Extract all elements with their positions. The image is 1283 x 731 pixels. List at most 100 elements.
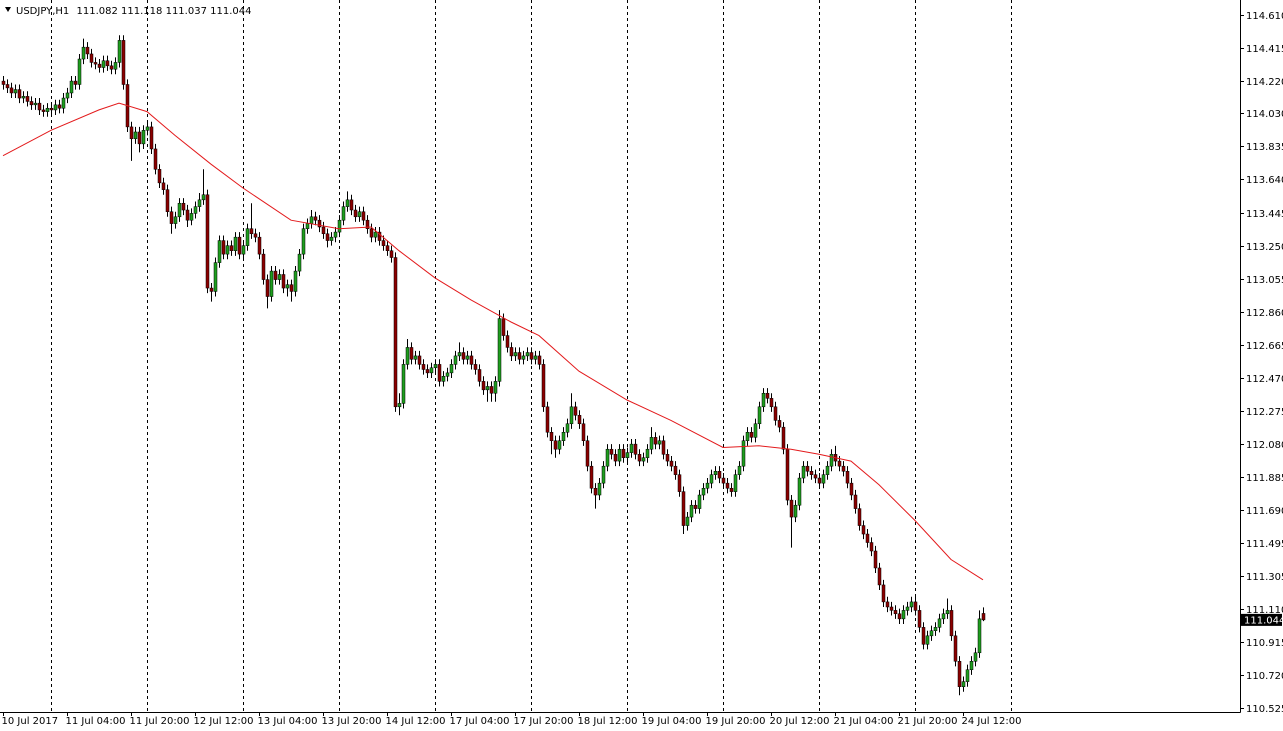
candle-body-up [309, 216, 314, 224]
candle-body-down [389, 250, 394, 258]
candle-body-up [333, 231, 338, 238]
candle-body-up [597, 482, 602, 496]
candle-body-down [41, 109, 46, 112]
candle-body-down [913, 601, 918, 611]
candle-body-down [869, 542, 874, 552]
candle-body-up [69, 80, 74, 94]
candle-body-down [29, 101, 34, 106]
candle-body-up [801, 465, 806, 479]
candle-body-down [953, 635, 958, 662]
candle-body-up [909, 601, 914, 608]
candle-body-down [725, 482, 730, 489]
candle-body-down [873, 550, 878, 569]
y-tick-label: 111.690 [1246, 506, 1283, 517]
candle-body-up [401, 364, 406, 404]
candle-body-down [505, 335, 510, 348]
candle-body-up [217, 240, 222, 263]
candle-body-down [813, 474, 818, 479]
candle-body-down [917, 610, 922, 628]
menu-arrow[interactable] [5, 7, 11, 12]
candle-body-down [477, 369, 482, 382]
candle-body-up [65, 92, 70, 99]
x-tick-label: 13 Jul 04:00 [258, 716, 318, 727]
candle-body-up [901, 610, 906, 620]
candle-body-up [397, 403, 402, 408]
candle-body-down [669, 460, 674, 467]
candle-body-up [497, 318, 502, 382]
candle-body-down [313, 216, 318, 221]
x-tick-label: 19 Jul 20:00 [706, 716, 766, 727]
candle-body-up [293, 270, 298, 292]
candle-body-up [305, 223, 310, 229]
candle-body-up [629, 443, 634, 453]
candle-body-up [793, 504, 798, 518]
candle-body-up [605, 448, 610, 467]
candle-body-down [853, 494, 858, 509]
candle-body-up [81, 46, 86, 60]
candle-body-up [705, 482, 710, 489]
candle-body-down [885, 601, 890, 608]
candle-body-down [809, 471, 814, 475]
y-tick-label: 110.525 [1246, 704, 1283, 715]
y-tick-label: 114.415 [1246, 44, 1283, 55]
candle-body-up [53, 104, 58, 111]
candle-body-down [673, 465, 678, 475]
candle-body-down [393, 257, 398, 408]
candle-body-down [581, 423, 586, 441]
moving-average [2, 102, 984, 581]
candle-body-up [145, 126, 150, 131]
candle-body-down [165, 189, 170, 212]
candle-body-up [173, 216, 178, 224]
candle-body-up [557, 440, 562, 450]
candle-body-down [837, 460, 842, 467]
candle-body-down [529, 352, 534, 360]
candle-body-down [577, 415, 582, 425]
candle-body-up [569, 406, 574, 425]
candle-body-down [381, 240, 386, 246]
candle-body-up [533, 355, 538, 360]
candle-body-down [325, 233, 330, 241]
candle-body-down [893, 610, 898, 615]
candle-body-down [9, 87, 14, 94]
y-tick-label: 112.665 [1246, 341, 1283, 352]
candle-body-up [929, 630, 934, 637]
candle-body-down [273, 270, 278, 280]
y-tick-label: 111.305 [1246, 572, 1283, 583]
candle-body-down [769, 398, 774, 408]
candle-body-up [657, 440, 662, 445]
y-tick-label: 113.640 [1246, 175, 1283, 186]
candle-body-up [617, 448, 622, 462]
candle-body-down [169, 211, 174, 224]
candle-body-down [321, 226, 326, 235]
candle-body-down [817, 477, 822, 484]
candle-body-down [317, 219, 322, 228]
candle-body-down [129, 126, 134, 140]
candle-body-up [941, 613, 946, 620]
x-tick-label: 21 Jul 20:00 [898, 716, 958, 727]
candle-body-up [737, 465, 742, 475]
candle-body-down [541, 364, 546, 408]
candle-body-up [961, 681, 966, 687]
candle-body-up [341, 206, 346, 221]
candle-body-down [425, 369, 430, 374]
candle-body-down [205, 194, 210, 289]
candle-body-down [665, 454, 670, 462]
header-high: 111.118 [121, 6, 162, 17]
candle-body-up [933, 627, 938, 631]
candle-body-down [109, 65, 114, 70]
candle-body-down [121, 40, 126, 85]
candle-body-down [693, 504, 698, 509]
candle-body-up [189, 213, 194, 221]
candle-body-down [17, 89, 22, 99]
candle-body-up [905, 606, 910, 611]
candle-body-up [741, 440, 746, 467]
candle-body-up [413, 355, 418, 360]
candle-body-down [613, 454, 618, 462]
candle-body-up [297, 253, 302, 272]
candle-body-down [957, 661, 962, 687]
candle-body-up [177, 202, 182, 218]
candle-body-down [149, 126, 154, 150]
candle-body-up [33, 102, 38, 106]
header-close: 111.044 [210, 6, 251, 17]
candle-body-up [441, 376, 446, 382]
